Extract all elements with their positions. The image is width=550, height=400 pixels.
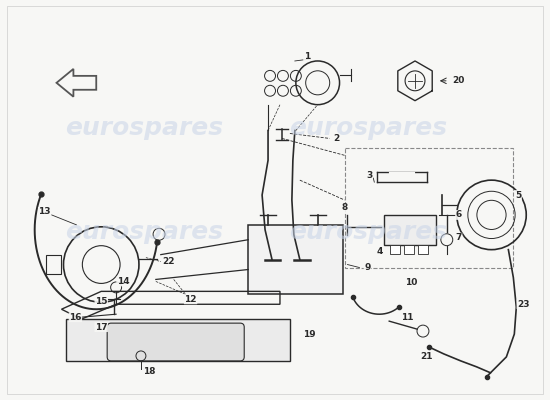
Text: 5: 5 [515,190,521,200]
Text: 17: 17 [95,323,108,332]
Text: 3: 3 [366,171,372,180]
FancyBboxPatch shape [390,245,400,254]
Text: 13: 13 [39,208,51,216]
Text: 2: 2 [333,134,340,143]
Text: eurospares: eurospares [65,220,223,244]
Text: 18: 18 [142,367,155,376]
Text: 1: 1 [304,52,310,60]
Text: 9: 9 [364,263,371,272]
FancyBboxPatch shape [418,245,428,254]
Text: eurospares: eurospares [289,220,447,244]
Text: eurospares: eurospares [289,116,447,140]
Text: 11: 11 [401,313,414,322]
Text: 14: 14 [117,277,129,286]
Text: 10: 10 [405,278,417,287]
FancyBboxPatch shape [46,255,62,274]
Text: 16: 16 [69,313,81,322]
FancyBboxPatch shape [107,323,244,361]
FancyBboxPatch shape [248,225,343,294]
Text: 6: 6 [455,210,462,219]
Text: 15: 15 [95,297,107,306]
Text: 22: 22 [162,257,175,266]
Text: eurospares: eurospares [65,116,223,140]
FancyBboxPatch shape [384,215,436,245]
FancyBboxPatch shape [404,245,414,254]
FancyBboxPatch shape [67,319,290,361]
Text: 23: 23 [517,300,530,309]
Text: 12: 12 [184,295,197,304]
Text: 20: 20 [453,76,465,85]
Text: 7: 7 [455,233,462,242]
Text: 8: 8 [342,204,348,212]
Text: 4: 4 [376,247,382,256]
Text: 19: 19 [304,330,316,338]
Text: 21: 21 [421,352,433,362]
